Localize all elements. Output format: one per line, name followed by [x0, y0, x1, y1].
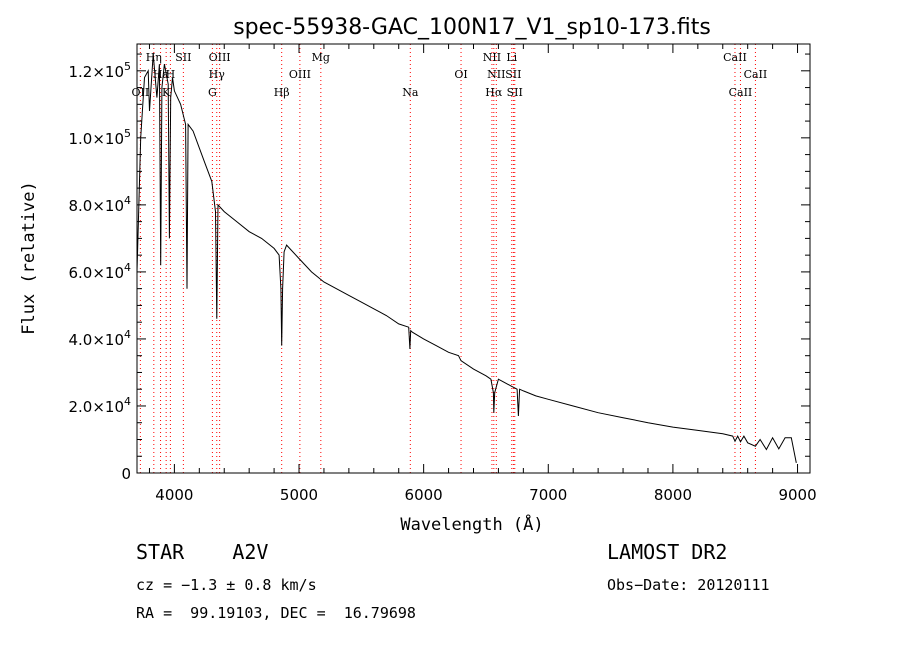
survey-label: LAMOST DR2 — [607, 540, 728, 564]
chart-title: spec-55938-GAC_100N17_V1_sp10-173.fits — [233, 15, 711, 40]
y-tick-label-2: 4.0×104 — [68, 328, 131, 349]
line-label-14: NII — [483, 51, 501, 64]
y-tick-label-6: 1.2×105 — [68, 60, 131, 81]
x-tick-label-4: 8000 — [654, 486, 692, 504]
y-tick-label-0: 0 — [121, 465, 131, 483]
line-label-13: OI — [454, 68, 467, 81]
x-tick-label-0: 4000 — [155, 486, 193, 504]
y-tick-label-3: 6.0×104 — [68, 261, 131, 282]
spectrum-line — [136, 54, 797, 463]
line-label-9: Hβ — [274, 86, 290, 99]
line-label-10: OIII — [289, 68, 311, 81]
line-label-3: K — [162, 86, 171, 99]
line-label-17: Li — [506, 51, 517, 64]
line-label-1: Hε — [153, 68, 169, 81]
redshift-info: cz = −1.3 ± 0.8 km/s — [136, 576, 317, 594]
y-tick-label-1: 2.0×104 — [68, 395, 131, 416]
line-markers — [139, 44, 756, 473]
line-label-5: SII — [175, 51, 191, 64]
line-label-8: G — [208, 86, 217, 99]
x-tick-label-5: 9000 — [778, 486, 816, 504]
line-label-11: Mg — [312, 51, 330, 64]
y-tick-label-5: 1.0×105 — [68, 127, 131, 148]
line-label-2: OII — [132, 86, 150, 99]
y-axis-ticks: 0 2.0×104 4.0×104 6.0×104 8.0×104 1.0×105 1.2×… — [68, 53, 810, 483]
y-tick-label-4: 8.0×104 — [68, 194, 131, 215]
x-axis-ticks: 4000 5000 6000 7000 8000 9000 — [148, 44, 817, 504]
line-label-12: Na — [402, 86, 419, 99]
line-label-16: Hα — [485, 86, 503, 99]
line-label-4: H — [166, 68, 176, 81]
x-axis-label: Wavelength (Å) — [400, 513, 543, 535]
x-tick-label-2: 6000 — [405, 486, 443, 504]
y-axis-label: Flux (relative) — [19, 181, 39, 335]
plot-frame — [136, 43, 811, 474]
line-label-7: Hγ — [209, 68, 226, 81]
x-tick-label-3: 7000 — [529, 486, 567, 504]
object-class: STAR A2V — [136, 540, 269, 564]
line-label-22: CaII — [729, 86, 753, 99]
line-label-15: NII — [487, 68, 505, 81]
line-label-19: SII — [507, 86, 523, 99]
line-label-21: CaII — [744, 68, 768, 81]
obs-date: Obs−Date: 20120111 — [607, 576, 770, 594]
coordinates-info: RA = 99.19103, DEC = 16.79698 — [136, 604, 416, 622]
line-label-18: SII — [505, 68, 521, 81]
line-label-20: CaII — [723, 51, 747, 64]
line-label-6: OIII — [209, 51, 231, 64]
x-tick-label-1: 5000 — [280, 486, 318, 504]
